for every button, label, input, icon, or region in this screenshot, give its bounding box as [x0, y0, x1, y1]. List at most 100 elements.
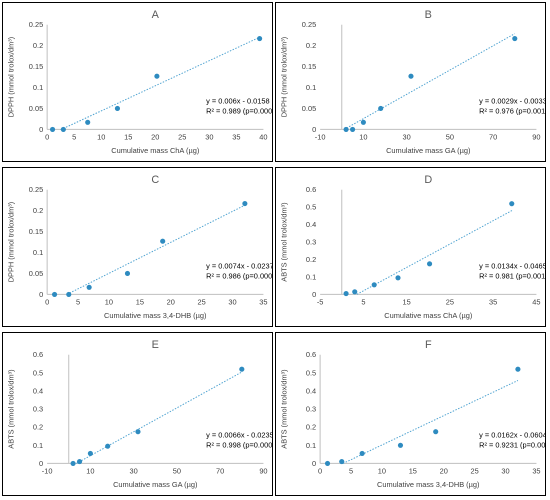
r-squared-label: R² = 0.989 (p=0.000)	[206, 107, 272, 116]
trendline	[60, 36, 261, 131]
y-tick-label: 0.25	[29, 20, 43, 29]
data-point	[60, 126, 66, 132]
x-tick-label: 35	[532, 466, 540, 475]
y-tick-label: 0	[39, 290, 43, 299]
x-tick-label: 15	[136, 297, 144, 306]
chart-svg-c: C 0 5 10 15 20 25 30 35 0 0.05 0.1 0.15 0.2 0.25 Cumula…	[7, 174, 272, 320]
x-tick-label: 25	[197, 297, 205, 306]
data-point	[160, 238, 166, 244]
x-tick-label: 70	[489, 132, 497, 141]
x-tick-label: 15	[124, 132, 132, 141]
x-tick-label: 10	[97, 132, 105, 141]
data-point	[114, 105, 120, 112]
x-tick-label: 30	[228, 297, 236, 306]
y-axis-label: DPPH (mmol trolox/dm³)	[7, 37, 16, 117]
y-tick-label: 0.15	[302, 62, 316, 71]
y-tick-label: 0.2	[33, 41, 43, 50]
data-point	[242, 200, 248, 207]
chart-title: C	[151, 174, 159, 186]
y-tick-label: 0.1	[33, 441, 43, 450]
data-point	[105, 443, 111, 449]
chart-svg-e: E -10 10 30 50 70 90 0 0.1 0.2 0.3 0.4 0.5 0.6 Cumulat…	[7, 339, 272, 489]
y-tick-label: 0.6	[33, 350, 43, 359]
y-tick-label: 0.1	[306, 83, 316, 92]
y-tick-label: 0.2	[33, 206, 43, 215]
y-tick-label: 0.2	[306, 423, 316, 432]
x-tick-label: 5	[72, 132, 76, 141]
x-tick-label: 40	[259, 132, 267, 141]
x-tick-label: 5	[361, 297, 365, 306]
y-tick-label: 0.3	[306, 405, 316, 414]
x-tick-label: 50	[173, 466, 181, 475]
chart-svg-b: B -10 10 30 50 70 90 0 0.05 0.1 0.15 0.2 0.25 Cumulat…	[280, 9, 545, 155]
chart-title: E	[152, 339, 159, 351]
x-tick-label: 10	[378, 466, 386, 475]
y-tick-label: 0.25	[302, 20, 316, 29]
x-tick-label: 25	[178, 132, 186, 141]
x-tick-label: 25	[446, 297, 454, 306]
chart-panel-d: D -5 5 15 25 35 45 0 0.1 0.2 0.3 0.4 0.5 0.6 Cumulativ…	[275, 167, 546, 327]
y-tick-label: 0.1	[33, 248, 43, 257]
data-point	[509, 201, 515, 207]
x-tick-label: 30	[130, 466, 138, 475]
data-point	[433, 429, 439, 435]
trendline-equation: y = 0.0029x - 0.0033	[479, 97, 545, 106]
y-tick-label: 0.3	[33, 405, 43, 414]
data-point	[352, 289, 358, 295]
r-squared-label: R² = 0.976 (p=0.001)	[479, 107, 545, 116]
x-tick-label: 35	[259, 297, 267, 306]
y-axis-label: ABTS (mmol trolox/dm³)	[280, 202, 289, 281]
data-point	[154, 73, 160, 79]
x-tick-label: -5	[317, 297, 324, 306]
r-squared-label: R² = 0.9231 (p=0.002)	[479, 441, 545, 450]
x-tick-label: 10	[359, 132, 367, 141]
trendline-equation: y = 0.006x - 0.0158	[206, 97, 269, 106]
x-tick-label: 45	[532, 297, 540, 306]
x-tick-label: 90	[259, 466, 267, 475]
data-point	[359, 450, 365, 456]
y-tick-label: 0.6	[306, 185, 316, 194]
x-tick-label: 25	[471, 466, 479, 475]
x-tick-label: 15	[403, 297, 411, 306]
x-tick-label: 0	[318, 466, 322, 475]
x-tick-label: 30	[501, 466, 509, 475]
y-tick-label: 0.15	[29, 62, 43, 71]
y-tick-label: 0	[312, 459, 316, 468]
x-tick-label: 5	[349, 466, 353, 475]
y-tick-label: 0	[312, 125, 316, 134]
trendline-equation: y = 0.0074x - 0.0237	[206, 262, 272, 271]
trendline-equation: y = 0.0162x - 0.0604	[479, 431, 545, 440]
y-tick-label: 0.4	[33, 386, 43, 395]
y-tick-label: 0.15	[29, 227, 43, 236]
x-tick-label: 35	[232, 132, 240, 141]
r-squared-label: R² = 0.986 (p=0.000)	[206, 272, 272, 281]
x-tick-label: 90	[532, 132, 540, 141]
chart-panel-f: F 0 5 10 15 20 25 30 35 0 0.1 0.2 0.3 0.4 0.5 0.6 Cumula…	[275, 332, 546, 496]
x-axis-label: Cumulative mass 3,4-DHB (µg)	[104, 311, 206, 320]
data-point	[49, 126, 56, 132]
trendline	[343, 33, 516, 130]
y-tick-label: 0.2	[33, 423, 43, 432]
y-axis-label: DPPH (mmol trolox/dm³)	[280, 37, 289, 117]
data-point	[360, 119, 366, 125]
y-tick-label: 0.3	[306, 238, 316, 247]
r-squared-label: R² = 0.998 (p=0.000)	[206, 441, 272, 450]
y-tick-label: 0.5	[33, 368, 43, 377]
data-point	[257, 35, 263, 42]
y-tick-label: 0.5	[306, 203, 316, 212]
x-tick-label: 20	[440, 466, 448, 475]
x-tick-label: -10	[315, 132, 326, 141]
y-tick-label: 0	[312, 290, 316, 299]
chart-svg-f: F 0 5 10 15 20 25 30 35 0 0.1 0.2 0.3 0.4 0.5 0.6 Cumula…	[280, 339, 545, 489]
y-tick-label: 0.6	[306, 350, 316, 359]
chart-panel-c: C 0 5 10 15 20 25 30 35 0 0.05 0.1 0.15 0.2 0.25 Cumula…	[2, 167, 273, 327]
y-tick-label: 0.05	[29, 269, 43, 278]
x-tick-label: 20	[167, 297, 175, 306]
chart-svg-a: A 0 5 10 15 20 25 30 35 40 0 0.05 0.1 0.15 0.2 0.25 Cumu…	[7, 9, 272, 155]
trendline	[66, 204, 246, 295]
data-point	[85, 119, 91, 125]
data-point	[397, 442, 404, 448]
chart-panel-a: A 0 5 10 15 20 25 30 35 40 0 0.05 0.1 0.15 0.2 0.25 Cumu…	[2, 2, 273, 162]
y-tick-label: 0.1	[306, 272, 316, 281]
y-axis-label: ABTS (mmol trolox/dm³)	[7, 369, 16, 448]
